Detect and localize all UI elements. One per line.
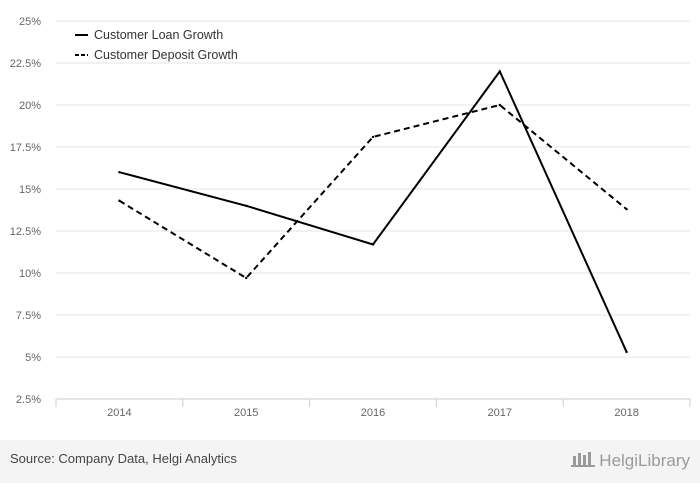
y-tick-label: 5%: [25, 352, 41, 364]
legend: Customer Loan Growth Customer Deposit Gro…: [75, 28, 238, 62]
y-tick-label: 2.5%: [16, 394, 41, 406]
x-tick-label: 2015: [234, 407, 258, 419]
data-point: [625, 207, 628, 211]
x-tick-label: 2016: [361, 407, 385, 419]
y-tick-label: 10%: [19, 268, 41, 280]
chart-footer: Source: Company Data, Helgi Analytics He…: [0, 440, 700, 483]
library-icon: [571, 448, 596, 473]
series-line-1: [119, 69, 628, 353]
series-lines: [118, 69, 628, 354]
data-point: [245, 204, 248, 207]
y-tick-label: 20%: [19, 100, 41, 112]
y-tick-label: 17.5%: [10, 142, 41, 154]
x-axis: 2014 2015 2016 2017 2018: [55, 398, 691, 419]
brand-logo: HelgiLibrary: [571, 448, 690, 473]
y-tick-label: 22.5%: [10, 58, 41, 70]
data-point: [498, 70, 501, 73]
gridlines: [56, 20, 690, 358]
data-point: [245, 276, 248, 280]
y-tick-label: 15%: [19, 184, 41, 196]
data-point: [625, 350, 628, 354]
data-point: [118, 171, 121, 174]
data-point: [371, 243, 375, 246]
series-line-2: [118, 103, 628, 280]
y-tick-label: 7.5%: [16, 310, 41, 322]
y-tick-label: 12.5%: [10, 226, 41, 238]
data-point: [498, 103, 501, 107]
data-point: [371, 135, 375, 139]
data-point: [118, 199, 121, 202]
legend-label: Customer Loan Growth: [94, 28, 223, 42]
x-tick-label: 2018: [614, 407, 638, 419]
x-tick-label: 2017: [488, 407, 512, 419]
source-note: Source: Company Data, Helgi Analytics: [10, 451, 237, 466]
legend-label: Customer Deposit Growth: [94, 48, 238, 62]
brand-name: HelgiLibrary: [599, 450, 690, 470]
y-axis-ticks: 2.5% 5% 7.5% 10% 12.5% 15% 17.5% 20% 22.5% 25%: [10, 16, 41, 406]
chart-area: 2.5% 5% 7.5% 10% 12.5% 15% 17.5% 20% 22.5% 25% 20…: [10, 16, 691, 419]
x-tick-label: 2014: [107, 407, 131, 419]
y-tick-label: 25%: [19, 16, 41, 28]
